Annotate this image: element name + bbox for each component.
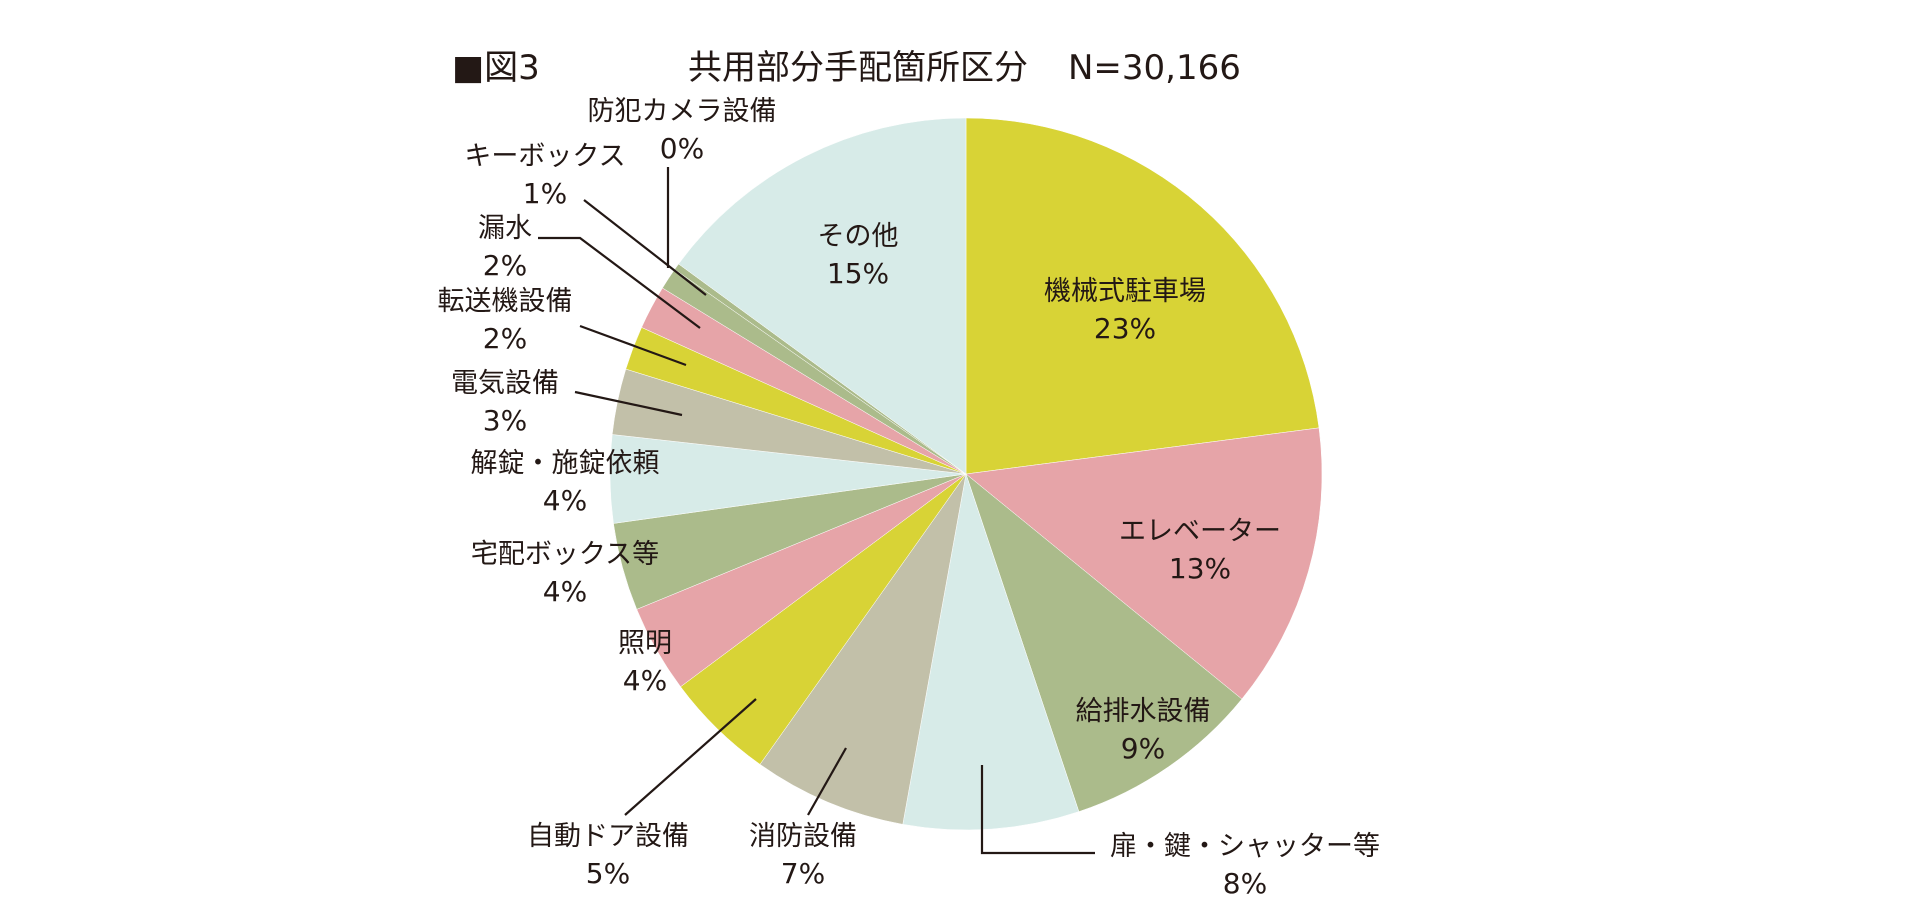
slice-value-label: 5% [586, 857, 630, 890]
slice-label: 給排水設備 [1076, 696, 1211, 727]
slice-label: 漏水 [478, 213, 532, 244]
chart-title: 共用部分手配箇所区分 [688, 48, 1028, 88]
slice-label: 転送機設備 [438, 286, 573, 317]
pie-slice [965, 473, 1243, 812]
slice-value-label: 4% [623, 664, 667, 697]
slice-label: キーボックス [464, 141, 625, 172]
pie-slice [678, 117, 967, 475]
slice-value-label: 9% [1121, 732, 1165, 765]
leader-line [624, 698, 757, 816]
chart-n-label: N=30,166 [1068, 48, 1241, 88]
pie-slices [609, 117, 1323, 831]
slice-label: エレベーター [1119, 516, 1281, 547]
slice-label: 宅配ボックス等 [471, 539, 659, 570]
leader-line [538, 236, 701, 329]
leader-lines [538, 167, 1095, 855]
slice-value-label: 2% [483, 249, 527, 282]
pie-slice [965, 117, 1320, 475]
slice-label: 扉・鍵・シャッター等 [1110, 831, 1380, 862]
slice-label: 解錠・施錠依頼 [471, 448, 660, 479]
slice-label: 照明 [618, 628, 672, 659]
slice-label: 自動ドア設備 [527, 821, 689, 852]
slice-value-label: 8% [1223, 867, 1267, 900]
slice-value-label: 23% [1094, 312, 1156, 345]
slice-label: その他 [818, 221, 899, 252]
leader-line [579, 324, 687, 367]
slice-value-label: 3% [483, 404, 527, 437]
slice-value-label: 2% [483, 322, 527, 355]
slice-value-label: 4% [543, 484, 587, 517]
figure-label: ■図3 [452, 48, 540, 88]
slice-value-label: 4% [543, 575, 587, 608]
pie-slice [965, 427, 1323, 700]
slice-label: 消防設備 [749, 821, 857, 852]
leader-line [980, 765, 1095, 855]
slice-value-label: 13% [1169, 552, 1231, 585]
leader-line [807, 747, 847, 816]
slice-label: 防犯カメラ設備 [588, 96, 777, 127]
slice-value-label: 1% [523, 177, 567, 210]
leader-line [583, 199, 707, 296]
slice-value-label: 7% [781, 857, 825, 890]
pie-slice [759, 473, 967, 825]
pie-slice [902, 473, 1080, 831]
slice-value-label: 15% [827, 257, 889, 290]
slice-label: 機械式駐車場 [1044, 276, 1206, 307]
slice-labels: 機械式駐車場 23% エレベーター 13% 給排水設備 9% 扉・鍵・シャッター等 8% 消防設… [438, 96, 1381, 900]
slice-label: 電気設備 [451, 368, 559, 399]
slice-value-label: 0% [660, 132, 704, 165]
leader-line [574, 390, 683, 417]
